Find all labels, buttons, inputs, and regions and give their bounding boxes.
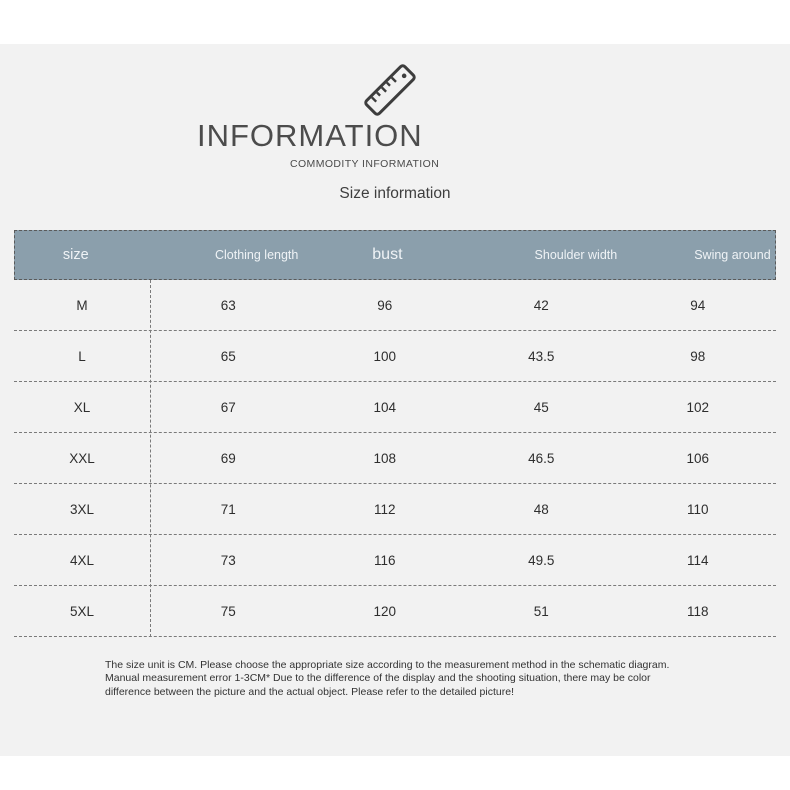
note-line: Manual measurement error 1-3CM* Due to t…	[105, 672, 651, 685]
table-header-row: size Clothing length bust Shoulder width…	[14, 230, 776, 280]
shoulder-width-cell: 51	[533, 603, 549, 619]
size-notes: The size unit is CM. Please choose the a…	[105, 659, 669, 699]
size-cell: M	[76, 297, 88, 313]
swing-around-cell: 110	[686, 501, 709, 517]
page-title: INFORMATION	[197, 118, 423, 153]
clothing-length-cell: 73	[220, 552, 236, 568]
bust-cell: 100	[373, 348, 397, 364]
bust-cell: 108	[373, 450, 397, 466]
size-chart-panel	[0, 44, 790, 756]
size-cell: 4XL	[69, 552, 95, 568]
size-cell: 3XL	[69, 501, 95, 517]
table-row-3xl: 3XL 71 112 48 110	[14, 484, 776, 535]
clothing-length-cell: 75	[220, 603, 236, 619]
shoulder-width-cell: 49.5	[528, 552, 555, 568]
size-cell: 5XL	[69, 603, 95, 619]
swing-around-cell: 114	[686, 552, 709, 568]
note-line: The size unit is CM. Please choose the a…	[105, 659, 670, 671]
swing-around-cell: 98	[690, 348, 706, 364]
size-cell: XXL	[69, 450, 95, 466]
table-row-5xl: 5XL 75 120 51 118	[14, 586, 776, 637]
shoulder-width-cell: 46.5	[528, 450, 555, 466]
column-header-clothing-length: Clothing length	[214, 248, 299, 262]
bust-cell: 96	[377, 297, 393, 313]
table-row-m: M 63 96 42 94	[14, 280, 776, 331]
swing-around-cell: 106	[686, 450, 710, 466]
bust-cell: 104	[373, 399, 397, 415]
clothing-length-cell: 67	[220, 399, 236, 415]
ruler-icon	[358, 58, 422, 122]
shoulder-width-cell: 43.5	[528, 348, 555, 364]
bust-cell: 116	[373, 552, 396, 568]
table-row-xxl: XXL 69 108 46.5 106	[14, 433, 776, 484]
table-row-4xl: 4XL 73 116 49.5 114	[14, 535, 776, 586]
swing-around-cell: 102	[686, 399, 710, 415]
swing-around-cell: 118	[686, 603, 709, 619]
table-row-xl: XL 67 104 45 102	[14, 382, 776, 433]
swing-around-cell: 94	[690, 297, 706, 313]
table-row-l: L 65 100 43.5 98	[14, 331, 776, 382]
size-cell: XL	[73, 399, 91, 415]
size-table: size Clothing length bust Shoulder width…	[14, 230, 776, 637]
column-header-shoulder-width: Shoulder width	[534, 248, 618, 262]
table-body: M 63 96 42 94 L 65 100 43.5 98 XL 67 104…	[14, 280, 776, 637]
section-title: Size information	[339, 185, 451, 202]
bust-cell: 112	[373, 501, 396, 517]
note-line: difference between the picture and the a…	[105, 685, 514, 698]
column-header-swing-around: Swing around	[694, 248, 771, 262]
shoulder-width-cell: 42	[533, 297, 549, 313]
clothing-length-cell: 69	[220, 450, 236, 466]
shoulder-width-cell: 48	[533, 501, 549, 517]
column-header-bust: bust	[372, 246, 403, 263]
column-header-size: size	[62, 247, 89, 263]
bust-cell: 120	[373, 603, 397, 619]
page-subtitle: COMMODITY INFORMATION	[290, 158, 440, 170]
shoulder-width-cell: 45	[533, 399, 549, 415]
size-cell: L	[78, 348, 86, 364]
clothing-length-cell: 71	[220, 501, 236, 517]
clothing-length-cell: 65	[220, 348, 236, 364]
clothing-length-cell: 63	[220, 297, 236, 313]
